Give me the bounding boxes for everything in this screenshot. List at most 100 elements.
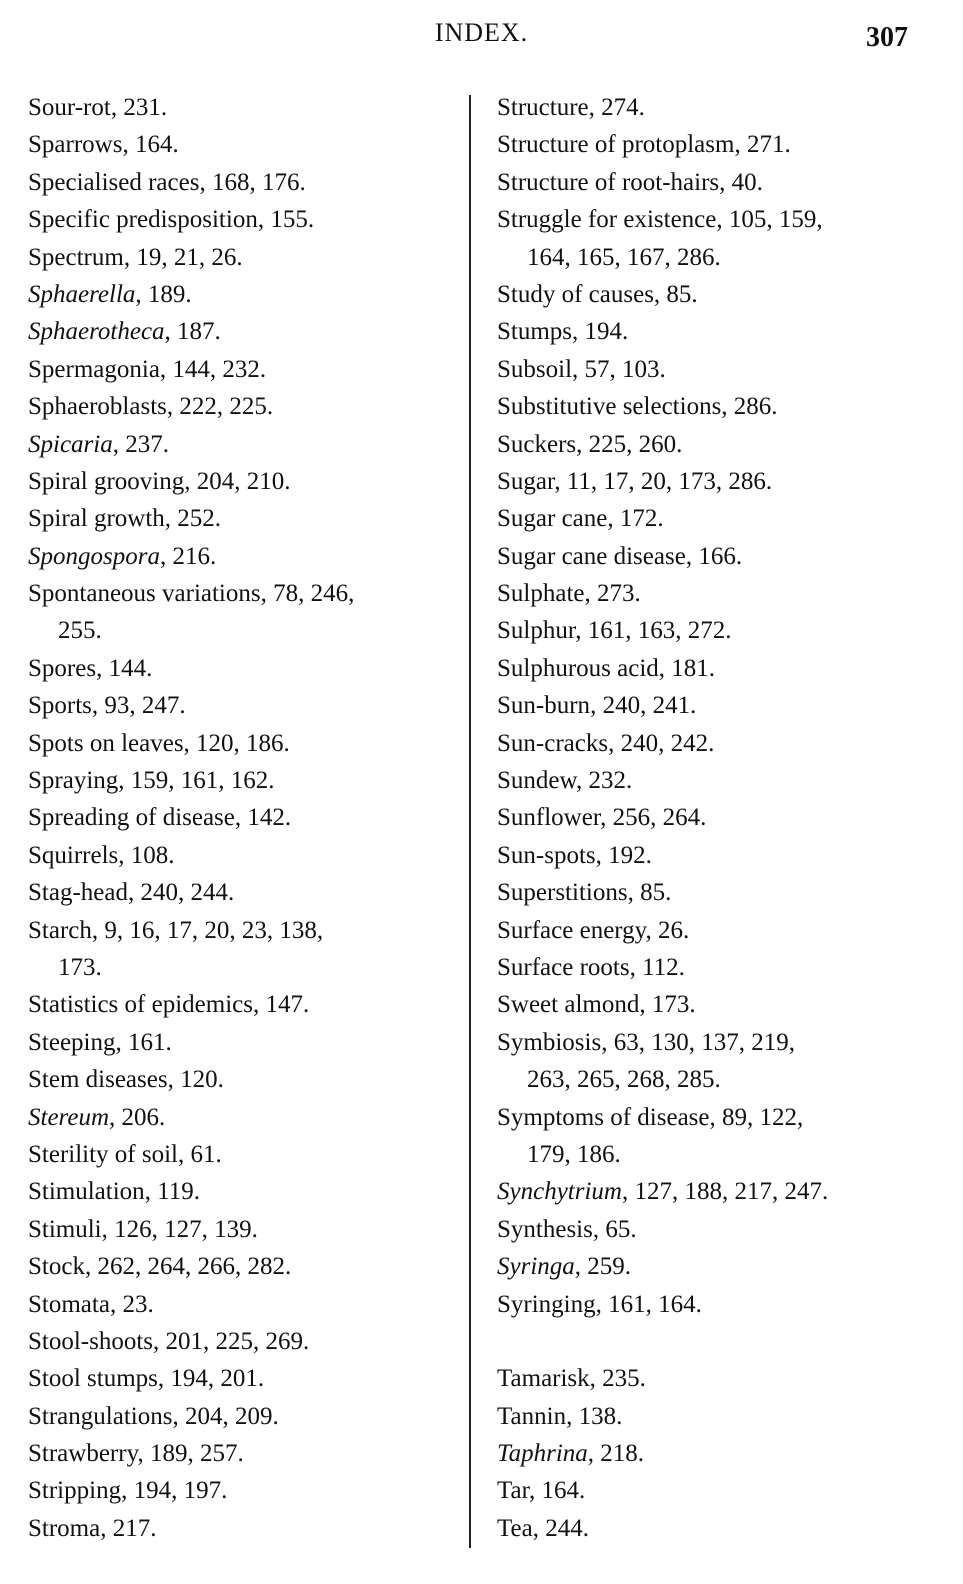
entry-page-refs: 89, 122, bbox=[722, 1103, 804, 1131]
entry-page-refs: 252. bbox=[177, 505, 222, 533]
index-entry: Sterility of soil, 61. bbox=[28, 1140, 222, 1168]
index-entry: Symbiosis, 63, 130, 137, 219, bbox=[497, 1028, 795, 1056]
entry-page-refs: 78, 246, bbox=[273, 580, 355, 608]
entry-page-refs: 194. bbox=[584, 318, 629, 346]
index-entry: Sundew, 232. bbox=[497, 767, 633, 795]
entry-page-refs: 19, 21, 26. bbox=[136, 243, 243, 271]
entry-term: Sun-burn bbox=[497, 692, 591, 720]
index-entry: Stool-shoots, 201, 225, 269. bbox=[28, 1327, 310, 1355]
entry-page-refs: 217. bbox=[112, 1514, 157, 1542]
entry-page-refs: 144. bbox=[108, 654, 153, 682]
entry-term: Structure bbox=[497, 94, 589, 121]
index-entry: Struggle for existence, 105, 159, bbox=[497, 206, 823, 234]
entry-term: Stool-shoots bbox=[28, 1327, 154, 1355]
entry-term: Sweet almond bbox=[497, 991, 640, 1019]
entry-page-refs: 192. bbox=[608, 841, 652, 869]
index-entry: Sulphate, 273. bbox=[497, 580, 641, 608]
entry-term: Tea bbox=[497, 1514, 533, 1542]
entry-term: Sterility of soil bbox=[28, 1140, 178, 1168]
entry-term: Steeping bbox=[28, 1028, 116, 1056]
index-entry: Surface energy, 26. bbox=[497, 916, 690, 944]
entry-term: Spreading of disease bbox=[28, 804, 235, 832]
entry-term: Stereum bbox=[28, 1103, 109, 1131]
index-entry: Steeping, 161. bbox=[28, 1028, 172, 1056]
entry-page-refs: 126, 127, 139. bbox=[114, 1215, 258, 1243]
entry-continuation: 255. bbox=[58, 617, 102, 645]
entry-page-refs: 259. bbox=[587, 1253, 632, 1281]
entry-term: Stag-head bbox=[28, 879, 128, 907]
entry-page-refs: 155. bbox=[270, 206, 315, 234]
entry-term: Sour-rot bbox=[28, 94, 111, 121]
entry-page-refs: 235. bbox=[602, 1365, 646, 1393]
entry-term: Stock bbox=[28, 1253, 85, 1281]
entry-term: Spiral growth bbox=[28, 505, 165, 533]
entry-term: Stroma bbox=[28, 1514, 101, 1542]
entry-term: Sphaeroblasts bbox=[28, 393, 167, 421]
entry-term: Spermagonia bbox=[28, 355, 160, 383]
index-entry: Stumps, 194. bbox=[497, 318, 629, 346]
entry-term: Stripping bbox=[28, 1477, 122, 1505]
index-entry: Strangulations, 204, 209. bbox=[28, 1402, 279, 1430]
entry-term: Stomata bbox=[28, 1290, 110, 1318]
entry-page-refs: 240, 242. bbox=[620, 729, 715, 757]
entry-term: Spores bbox=[28, 654, 97, 682]
entry-page-refs: 144, 232. bbox=[172, 355, 267, 383]
entry-term: Sun-spots bbox=[497, 841, 596, 869]
entry-page-refs: 173. bbox=[651, 991, 696, 1019]
entry-page-refs: 204, 210. bbox=[196, 467, 291, 495]
entry-term: Structure of protoplasm bbox=[497, 131, 735, 159]
entry-page-refs: 147. bbox=[265, 991, 310, 1019]
index-entry: Sulphurous acid, 181. bbox=[497, 654, 716, 682]
index-entry: Spots on leaves, 120, 186. bbox=[28, 729, 290, 757]
entry-term: Spraying bbox=[28, 767, 119, 795]
entry-term: Tar bbox=[497, 1477, 529, 1505]
entry-term: Sulphate bbox=[497, 580, 585, 608]
entry-term: Stimulation bbox=[28, 1178, 145, 1206]
entry-page-refs: 93, 247. bbox=[104, 692, 186, 720]
index-entry: Squirrels, 108. bbox=[28, 841, 175, 869]
entry-page-refs: 244. bbox=[545, 1514, 589, 1542]
entry-page-refs: 181. bbox=[671, 654, 716, 682]
index-entry: Surface roots, 112. bbox=[497, 953, 685, 981]
entry-page-refs: 120, 186. bbox=[196, 729, 290, 757]
index-entry: Stomata, 23. bbox=[28, 1290, 154, 1318]
entry-term: Sundew bbox=[497, 767, 576, 795]
index-entry: Stroma, 217. bbox=[28, 1514, 157, 1542]
index-entry: Sour-rot, 231. bbox=[28, 94, 168, 121]
index-entry: Sweet almond, 173. bbox=[497, 991, 696, 1019]
entry-page-refs: 85. bbox=[640, 879, 672, 907]
entry-page-refs: 168, 176. bbox=[211, 168, 306, 196]
entry-page-refs: 105, 159, bbox=[728, 206, 823, 234]
index-entry: Stool stumps, 194, 201. bbox=[28, 1365, 265, 1393]
entry-term: Starch bbox=[28, 916, 92, 944]
index-entry: Specific predisposition, 155. bbox=[28, 206, 315, 234]
index-entry: Sugar, 11, 17, 20, 173, 286. bbox=[497, 467, 773, 495]
entry-page-refs: 161, 164. bbox=[608, 1290, 702, 1318]
index-entry: Sugar cane, 172. bbox=[497, 505, 664, 533]
entry-page-refs: 11, 17, 20, 173, 286. bbox=[566, 467, 773, 495]
entry-term: Structure of root-hairs bbox=[497, 168, 720, 196]
entry-page-refs: 201, 225, 269. bbox=[165, 1327, 310, 1355]
entry-term: Squirrels bbox=[28, 841, 119, 869]
index-entry: Stag-head, 240, 244. bbox=[28, 879, 235, 907]
index-entry: Tea, 244. bbox=[497, 1514, 589, 1542]
index-entry: Sparrows, 164. bbox=[28, 131, 179, 159]
index-entry: Structure of protoplasm, 271. bbox=[497, 131, 791, 159]
entry-page-refs: 194, 197. bbox=[133, 1477, 228, 1505]
entry-page-refs: 256, 264. bbox=[612, 804, 707, 832]
entry-page-refs: 57, 103. bbox=[584, 355, 666, 383]
entry-page-refs: 161, 163, 272. bbox=[587, 617, 732, 645]
entry-term: Tamarisk bbox=[497, 1365, 590, 1393]
index-entry: Sphaerotheca, 187. bbox=[28, 318, 221, 346]
index-entry: Synchytrium, 127, 188, 217, 247. bbox=[497, 1178, 829, 1206]
entry-page-refs: 189. bbox=[147, 280, 192, 308]
entry-term: Study of causes bbox=[497, 280, 654, 308]
entry-page-refs: 142. bbox=[247, 804, 292, 832]
index-entry: Sulphur, 161, 163, 272. bbox=[497, 617, 732, 645]
entry-page-refs: 237. bbox=[125, 430, 169, 458]
entry-term: Syringing bbox=[497, 1290, 596, 1318]
page-header-title: INDEX. bbox=[434, 18, 529, 47]
entry-page-refs: 9, 16, 17, 20, 23, 138, bbox=[104, 916, 324, 944]
entry-term: Stool stumps bbox=[28, 1365, 158, 1393]
entry-page-refs: 138. bbox=[578, 1402, 623, 1430]
